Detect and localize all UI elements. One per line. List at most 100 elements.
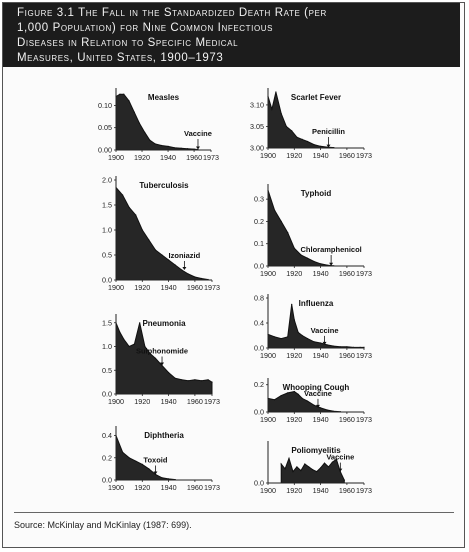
data-point-scarlet-fever: [275, 91, 277, 93]
data-point-measles: [180, 147, 182, 149]
figure-title-line-4: Measures, United States, 1900–1973: [17, 52, 224, 64]
chart-tuberculosis: 1900 1920 1940 1960 1973 2.0 1.5 1.0 0.5 0.0 Tuber…: [102, 176, 220, 293]
x-tick-label-tuberculosis: 1960: [187, 283, 203, 292]
data-point-pneumonia: [168, 372, 170, 374]
x-tick-label-tuberculosis: 1940: [161, 283, 177, 292]
annotation-arrowhead-scarlet-fever: [326, 144, 331, 148]
x-tick-label-whooping-cough: 1940: [313, 415, 329, 424]
data-point-tuberculosis: [161, 254, 163, 256]
x-tick-label-typhoid: 1900: [260, 269, 276, 278]
chart-title-whooping-cough: Whooping Cough: [283, 383, 350, 392]
data-point-scarlet-fever: [296, 136, 298, 138]
data-point-scarlet-fever: [301, 138, 303, 140]
x-tick-label-pneumonia: 1960: [187, 397, 203, 406]
data-point-poliomyelitis: [284, 468, 286, 470]
data-point-typhoid: [287, 232, 289, 234]
data-point-whooping-cough: [301, 397, 303, 399]
data-point-scarlet-fever: [313, 144, 315, 146]
data-point-pneumonia: [200, 380, 203, 382]
data-point-poliomyelitis: [331, 461, 333, 463]
source-divider: [14, 512, 454, 513]
x-tick-label-typhoid: 1920: [286, 269, 302, 278]
y-tick-label-pneumonia: 1.5: [102, 318, 112, 327]
data-point-tuberculosis: [200, 277, 203, 280]
chart-pneumonia: 1900 1920 1940 1960 1973 1.5 1.0 0.5 0.0 Pneumoni…: [102, 314, 220, 406]
y-tick-label-poliomyelitis: 0.0: [254, 479, 264, 488]
data-point-measles: [193, 148, 195, 150]
y-tick-label-pneumonia: 0.0: [102, 390, 112, 399]
area-poliomyelitis: [280, 456, 345, 484]
x-tick-label-scarlet-fever: 1940: [313, 151, 329, 160]
figure-title-line-3: Diseases in Relation to Specific Medical: [17, 37, 239, 49]
y-tick-label-tuberculosis: 0.0: [102, 276, 112, 285]
y-tick-label-typhoid: 0.0: [254, 262, 264, 271]
chart-title-poliomyelitis: Poliomyelitis: [291, 446, 341, 455]
x-tick-label-pneumonia: 1920: [134, 397, 150, 406]
chart-title-measles: Measles: [148, 93, 180, 102]
data-point-poliomyelitis: [339, 471, 341, 473]
area-pneumonia: [115, 322, 213, 395]
x-tick-label-tuberculosis: 1973: [204, 283, 220, 292]
x-tick-label-diphtheria: 1973: [204, 483, 220, 492]
data-point-whooping-cough: [320, 407, 322, 409]
chart-influenza: 1900 1920 1940 1960 1973 0.8 0.4 0.0 Influenza Va…: [254, 294, 372, 361]
data-point-measles: [187, 148, 189, 150]
x-tick-label-pneumonia: 1940: [161, 397, 177, 406]
data-point-measles: [174, 147, 176, 149]
annotation-label-scarlet-fever: Penicillin: [312, 127, 345, 136]
data-point-pneumonia: [207, 379, 209, 381]
data-point-influenza: [346, 346, 348, 348]
data-point-typhoid: [320, 263, 322, 265]
x-tick-label-diphtheria: 1960: [187, 483, 203, 492]
x-tick-label-diphtheria: 1900: [108, 483, 124, 492]
data-point-whooping-cough: [287, 392, 289, 394]
data-point-tuberculosis: [135, 214, 137, 216]
data-point-influenza: [291, 303, 293, 305]
x-tick-label-measles: 1920: [134, 153, 150, 162]
data-point-poliomyelitis: [300, 470, 302, 472]
annotation-arrowhead-measles: [195, 146, 200, 150]
x-tick-label-measles: 1973: [203, 153, 219, 162]
chart-title-influenza: Influenza: [299, 299, 334, 308]
data-point-poliomyelitis: [292, 471, 294, 473]
area-tuberculosis: [115, 186, 209, 281]
data-point-whooping-cough: [274, 399, 276, 401]
y-tick-label-pneumonia: 0.5: [102, 366, 112, 375]
x-tick-label-whooping-cough: 1960: [339, 415, 355, 424]
x-tick-label-measles: 1940: [160, 153, 176, 162]
chart-title-diphtheria: Diphtheria: [144, 431, 184, 440]
y-tick-label-tuberculosis: 1.0: [102, 226, 112, 235]
data-point-pneumonia: [161, 364, 163, 367]
data-point-pneumonia: [154, 357, 157, 359]
data-point-poliomyelitis: [323, 462, 326, 464]
data-point-tuberculosis: [154, 249, 157, 251]
data-point-pneumonia: [194, 379, 196, 381]
chart-whooping-cough: 1900 1920 1940 1960 1973 0.2 0.0 Whooping Cough…: [254, 378, 372, 424]
data-point-whooping-cough: [313, 404, 315, 406]
data-point-pneumonia: [149, 353, 151, 355]
x-tick-label-whooping-cough: 1973: [356, 415, 372, 424]
data-point-diphtheria: [122, 451, 124, 453]
data-point-measles: [119, 93, 121, 95]
data-point-tuberculosis: [194, 276, 196, 278]
x-tick-label-poliomyelitis: 1973: [356, 486, 372, 495]
x-tick-label-typhoid: 1973: [356, 269, 372, 278]
x-tick-label-influenza: 1900: [260, 351, 276, 360]
data-point-tuberculosis: [148, 239, 150, 241]
data-point-typhoid: [280, 220, 282, 222]
x-tick-label-scarlet-fever: 1960: [339, 151, 355, 160]
data-point-scarlet-fever: [280, 112, 282, 115]
data-point-poliomyelitis: [335, 458, 337, 460]
y-tick-label-influenza: 0.8: [254, 294, 264, 303]
data-point-typhoid: [274, 209, 276, 211]
data-point-poliomyelitis: [343, 479, 345, 481]
figure-title-line-1: Figure 3.1 The Fall in the Standardized …: [17, 7, 327, 19]
chart-typhoid: 1900 1920 1940 1960 1973 0.3 0.2 0.1 0.0 Typhoid C…: [254, 184, 372, 278]
chart-title-typhoid: Typhoid: [301, 189, 332, 198]
data-point-diphtheria: [135, 460, 137, 462]
y-tick-label-tuberculosis: 2.0: [102, 176, 112, 185]
x-tick-label-poliomyelitis: 1940: [313, 486, 329, 495]
x-tick-label-tuberculosis: 1900: [108, 283, 124, 292]
x-tick-label-tuberculosis: 1920: [134, 283, 150, 292]
x-tick-label-scarlet-fever: 1920: [286, 151, 302, 160]
